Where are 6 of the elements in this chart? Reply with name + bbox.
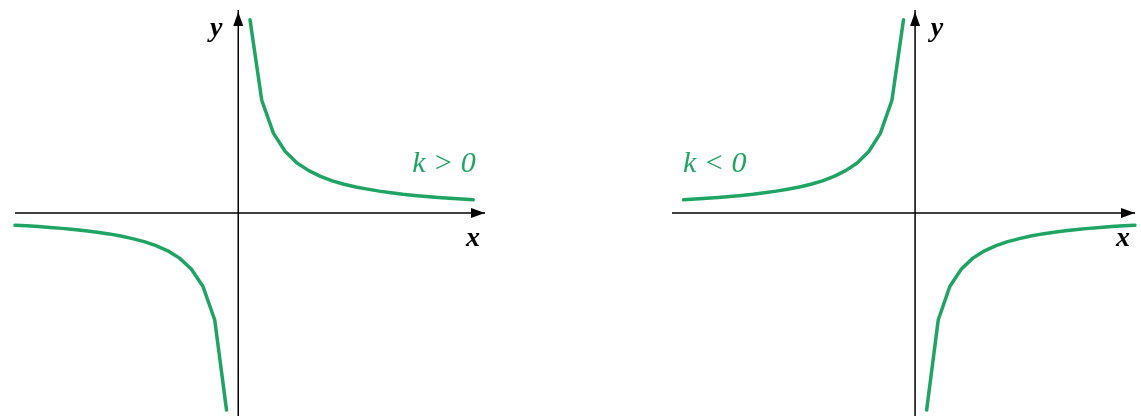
y-axis-title: y [927,11,944,42]
series-label: k > 0 [412,145,476,179]
x-axis-title: x [1115,221,1130,252]
y-axis-title: y [207,11,224,42]
series-label: k < 0 [682,145,747,179]
x-axis-title: x [465,221,480,252]
